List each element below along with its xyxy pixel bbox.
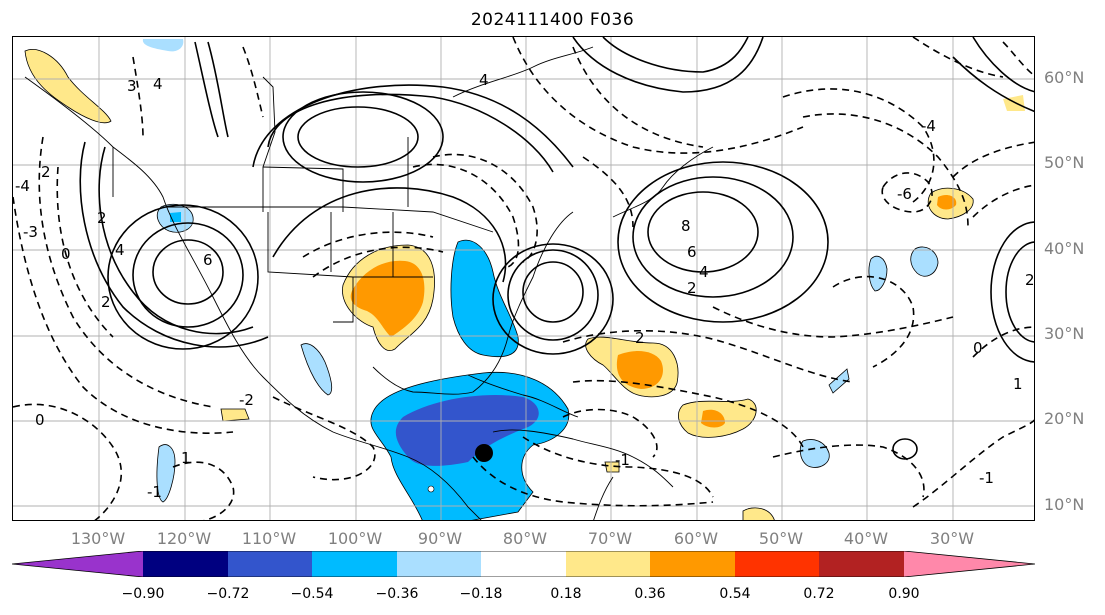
lon-label-60w: 60°W xyxy=(673,529,719,548)
shade-orange-texas xyxy=(350,260,425,337)
shade-yellow-alaska xyxy=(24,49,112,124)
colorbar-tick: 0.54 xyxy=(719,586,751,602)
colorbar xyxy=(12,551,1035,577)
shade-lightblue-atl3 xyxy=(799,439,830,468)
map-panel: 4 3 2 0 -4 -3 2 4 -2 2 6 8 6 4 2 -6 4 -4… xyxy=(12,36,1035,521)
contour-label: 2 xyxy=(97,209,107,227)
contour-label: 1 xyxy=(181,449,191,467)
shade-lightblue-atl4 xyxy=(828,368,850,394)
shade-orange-atl-sub xyxy=(616,351,663,389)
contour-label: -1 xyxy=(615,451,630,469)
contour-label: 4 xyxy=(115,241,125,259)
colorbar-bin xyxy=(566,551,650,577)
contour-label: 2 xyxy=(635,329,645,347)
contour-label: 4 xyxy=(699,263,709,281)
contour-label: 8 xyxy=(681,217,691,235)
lon-label-130w: 130°W xyxy=(70,529,126,548)
lon-label-100w: 100°W xyxy=(327,529,383,548)
contour-label: -2 xyxy=(239,391,254,409)
colorbar-bin xyxy=(735,551,819,577)
lon-label-120w: 120°W xyxy=(156,529,212,548)
contour-label: 1 xyxy=(1013,375,1023,393)
colorbar-tick: −0.36 xyxy=(375,586,419,602)
shade-lightblue-mex xyxy=(300,343,333,396)
lon-label-110w: 110°W xyxy=(241,529,297,548)
colorbar-bin xyxy=(397,551,481,577)
contour-label: 2 xyxy=(687,279,697,297)
lat-label-50n: 50°N xyxy=(1044,153,1085,172)
colorbar-extend-left xyxy=(12,551,143,577)
colorbar-tick: −0.90 xyxy=(121,586,165,602)
colorbar-bin xyxy=(481,551,566,577)
contour-label: 0 xyxy=(35,411,45,429)
contour-label: -6 xyxy=(897,185,912,203)
storm-center-marker xyxy=(475,444,493,462)
contour-label: 4 xyxy=(153,75,163,93)
colorbar-tick: 0.72 xyxy=(803,586,835,602)
contour-label: 3 xyxy=(127,77,137,95)
shade-lightblue-north xyxy=(142,39,184,52)
contour-label: 6 xyxy=(203,251,213,269)
contour-label: 2 xyxy=(101,293,111,311)
colorbar-bin xyxy=(228,551,312,577)
shade-lightblue-atl2 xyxy=(910,246,939,277)
lat-label-30n: 30°N xyxy=(1044,324,1085,343)
small-white-dot xyxy=(427,485,435,493)
colorbar-tick: 0.90 xyxy=(888,586,920,602)
shade-mid-gulf xyxy=(395,395,539,466)
shade-blue-west-core xyxy=(170,212,181,222)
colorbar-bin xyxy=(819,551,904,577)
lat-label-20n: 20°N xyxy=(1044,409,1085,428)
contour-label: -4 xyxy=(15,177,30,195)
contours-dashed xyxy=(13,37,1034,520)
colorbar-bin xyxy=(650,551,735,577)
contour-label: -3 xyxy=(23,223,38,241)
shade-yellow-gulf-small xyxy=(220,408,250,422)
chart-title: 2024111400 F036 xyxy=(470,10,635,30)
contour-label: 6 xyxy=(687,243,697,261)
contour-label: 2 xyxy=(41,163,51,181)
colorbar-extend-right xyxy=(904,551,1035,577)
colorbar-tick: 0.18 xyxy=(550,586,582,602)
shade-orange-atl-east xyxy=(937,194,957,210)
contours-solid xyxy=(79,37,1034,460)
lat-label-60n: 60°N xyxy=(1044,68,1085,87)
map-svg xyxy=(13,37,1034,520)
graticule xyxy=(13,37,1034,520)
contour-label: 4 xyxy=(479,71,489,89)
contour-label: 2 xyxy=(1025,271,1035,289)
colorbar-tick: −0.18 xyxy=(459,586,503,602)
contour-label: -1 xyxy=(979,469,994,487)
contour-label: 0 xyxy=(61,245,71,263)
contour-label: -4 xyxy=(921,117,936,135)
colorbar-tick: −0.72 xyxy=(206,586,250,602)
contour-label: -1 xyxy=(147,483,162,501)
colorbar-bin xyxy=(312,551,397,577)
lon-label-30w: 30°W xyxy=(929,529,975,548)
shade-lightblue-atl xyxy=(868,255,888,292)
lat-label-10n: 10°N xyxy=(1044,495,1085,514)
shade-orange-atl-2 xyxy=(701,409,725,428)
lat-label-40n: 40°N xyxy=(1044,239,1085,258)
colorbar-bin xyxy=(143,551,228,577)
shade-yellow-south xyxy=(742,507,775,520)
lon-label-50w: 50°W xyxy=(758,529,804,548)
colorbar-tick: 0.36 xyxy=(634,586,666,602)
colorbar-tick: −0.54 xyxy=(290,586,334,602)
shade-yellow-carib xyxy=(604,461,620,473)
lon-label-40w: 40°W xyxy=(843,529,889,548)
lon-label-70w: 70°W xyxy=(587,529,633,548)
lon-label-80w: 80°W xyxy=(502,529,548,548)
lon-label-90w: 90°W xyxy=(417,529,463,548)
shade-lightblue-pacific xyxy=(156,444,176,503)
contour-label: 0 xyxy=(973,339,983,357)
